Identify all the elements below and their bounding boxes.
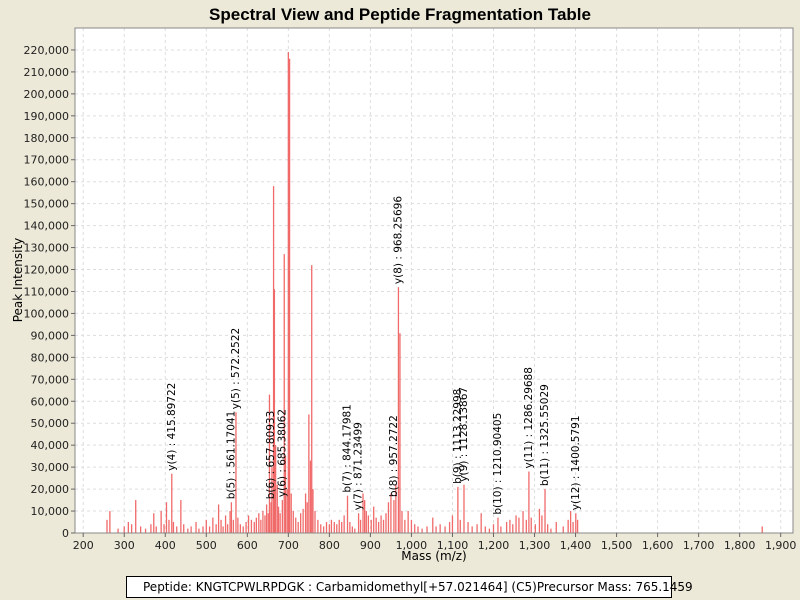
x-tick-label: 300 (114, 539, 135, 552)
annotations-layer: y(4) : 415.89722 b(5) : 561.17041 y(5) : 5… (166, 196, 582, 515)
y-tick-label: 10,000 (31, 505, 70, 518)
y-tick-label: 170,000 (24, 154, 70, 167)
y-tick-label: 140,000 (24, 220, 70, 233)
y-tick-label: 130,000 (24, 242, 70, 255)
x-tick-label: 900 (360, 539, 381, 552)
y-tick-label: 100,000 (24, 307, 70, 320)
peak-annotation: y(9) : 1128.13867 (458, 387, 470, 482)
y-tick-label: 150,000 (24, 198, 70, 211)
y-tick-label: 220,000 (24, 44, 70, 57)
y-tick-label: 70,000 (31, 373, 70, 386)
y-tick-label: 60,000 (31, 395, 70, 408)
x-tick-label: 800 (319, 539, 340, 552)
y-tick-label: 80,000 (31, 351, 70, 364)
x-tick-label: 200 (73, 539, 94, 552)
spectrum-chart: Spectral View and Peptide Fragmentation … (11, 5, 797, 563)
y-tick-label: 30,000 (31, 461, 70, 474)
x-tick-label: 1,300 (519, 539, 551, 552)
y-tick-label: 20,000 (31, 483, 70, 496)
x-tick-label: 1,000 (396, 539, 428, 552)
x-tick-label: 1,900 (765, 539, 797, 552)
y-axis-label: Peak Intensity (11, 238, 25, 323)
y-tick-label: 160,000 (24, 176, 70, 189)
y-tick-label: 0 (62, 527, 69, 540)
plot-area (75, 28, 793, 533)
x-tick-label: 700 (278, 539, 299, 552)
peak-annotation: b(11) : 1325.55029 (539, 384, 551, 486)
peak-annotation: y(8) : 968.25696 (392, 196, 404, 284)
axes: 0 10,000 20,000 30,000 40,000 50,000 60,000 70,… (24, 44, 797, 552)
x-tick-label: 500 (196, 539, 217, 552)
y-tick-label: 210,000 (24, 66, 70, 79)
x-tick-label: 1,800 (724, 539, 756, 552)
precursor-mass-text: Precursor Mass: 765.1459 (536, 580, 693, 594)
y-tick-label: 90,000 (31, 329, 70, 342)
y-tick-label: 110,000 (24, 285, 70, 298)
peak-annotation: y(5) : 572.2522 (230, 328, 242, 409)
chart-title: Spectral View and Peptide Fragmentation … (209, 5, 591, 24)
peak-annotation: b(9) : 1113.22998 (452, 389, 464, 484)
y-tick-label: 190,000 (24, 110, 70, 123)
peak-annotation: b(7) : 844.17981 (342, 404, 354, 493)
x-tick-label: 1,700 (683, 539, 715, 552)
peaks-layer (106, 52, 763, 533)
x-tick-label: 1,600 (642, 539, 674, 552)
y-tick-label: 40,000 (31, 439, 70, 452)
peak-annotation: b(10) : 1210.90405 (492, 413, 504, 515)
x-tick-label: 600 (237, 539, 258, 552)
peptide-text: Peptide: KNGTCPWLRPDGK : Carbamidomethyl… (143, 580, 537, 594)
x-axis-label: Mass (m/z) (401, 549, 466, 563)
plot-frame (74, 27, 794, 534)
y-tick-label: 120,000 (24, 264, 70, 277)
x-tick-label: 1,500 (601, 539, 633, 552)
peak-annotation: y(12) : 1400.5791 (570, 415, 582, 510)
y-tick-label: 180,000 (24, 132, 70, 145)
x-tick-label: 1,100 (437, 539, 469, 552)
peak-annotation: y(11) : 1286.29688 (523, 367, 535, 468)
peak-annotation: y(7) : 871.23499 (353, 422, 365, 510)
peak-annotation: y(6) : 685.38062 (276, 409, 288, 497)
peak-annotation: b(5) : 561.17041 (225, 411, 237, 500)
peak-annotation: y(4) : 415.89722 (166, 383, 178, 471)
peak-annotation: b(8) : 957.2722 (388, 415, 400, 497)
peptide-info-box: Peptide: KNGTCPWLRPDGK : Carbamidomethyl… (126, 576, 693, 598)
x-tick-label: 1,400 (560, 539, 592, 552)
y-tick-label: 200,000 (24, 88, 70, 101)
x-tick-label: 1,200 (478, 539, 510, 552)
x-tick-label: 400 (155, 539, 176, 552)
y-tick-label: 50,000 (31, 417, 70, 430)
peak-annotation: b(6) : 657.80933 (265, 411, 277, 500)
